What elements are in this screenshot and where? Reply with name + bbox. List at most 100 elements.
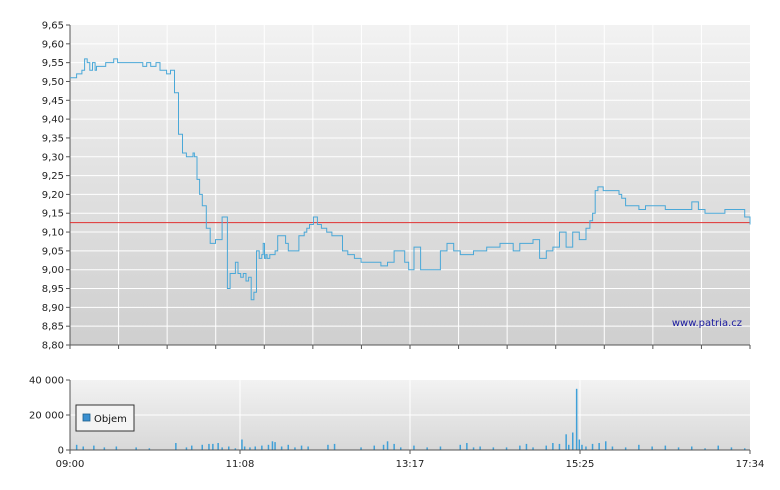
volume-bar: [624, 447, 627, 450]
legend-box: [75, 404, 135, 432]
volume-bar: [93, 445, 95, 450]
volume-x-axis: 09:00 11:08 13:17 15:25 17:34: [56, 450, 765, 470]
volume-bar: [249, 447, 251, 450]
volume-bar: [300, 445, 303, 450]
volume-bar: [581, 444, 583, 451]
volume-bar: [545, 445, 547, 450]
price-panel: 9,65 9,60 9,55 9,50 9,45 9,40 9,35 9,30 9,25 9,20…: [42, 21, 751, 352]
volume-bar: [271, 441, 274, 451]
volume-bar: [472, 447, 475, 450]
volume-bar: [333, 443, 336, 450]
volume-bar: [525, 443, 528, 450]
price-y-tick-label: 9,65: [42, 21, 64, 32]
volume-bar: [307, 446, 309, 450]
volume-bar: [558, 443, 561, 450]
x-tick-label: 13:17: [396, 459, 425, 470]
price-y-tick-label: 8,80: [42, 341, 64, 352]
price-y-tick-label: 9,35: [42, 133, 64, 144]
volume-bar: [568, 444, 570, 451]
volume-bar: [575, 388, 578, 451]
volume-bar: [439, 446, 442, 450]
price-y-tick-label: 9,00: [42, 265, 64, 276]
volume-bar: [519, 445, 521, 450]
volume-bar: [185, 447, 188, 450]
volume-bar: [212, 443, 214, 450]
volume-bar: [373, 445, 375, 450]
price-y-tick-label: 9,20: [42, 190, 64, 201]
volume-bar: [479, 446, 481, 450]
volume-bar: [664, 445, 667, 450]
x-tick-label: 17:34: [736, 459, 765, 470]
volume-bar: [115, 446, 118, 450]
volume-bar: [243, 446, 246, 450]
price-y-tick-label: 9,05: [42, 246, 64, 257]
volume-bar: [208, 443, 210, 450]
volume-bar: [103, 447, 106, 450]
volume-bar: [591, 443, 594, 450]
volume-bar: [234, 448, 237, 451]
volume-bar: [677, 447, 680, 450]
volume-bar: [744, 448, 746, 451]
volume-bar: [565, 434, 567, 451]
price-y-tick-label: 9,10: [42, 228, 64, 239]
price-x-tickmarks: [69, 345, 751, 349]
price-y-tick-label: 9,25: [42, 171, 64, 182]
volume-bar: [261, 445, 263, 450]
volume-bar: [651, 446, 653, 450]
x-tick-label: 15:25: [566, 459, 595, 470]
legend-swatch: [82, 413, 91, 422]
volume-bar: [598, 443, 600, 450]
volume-bar: [426, 447, 428, 450]
volume-y-tick-label: 40 000: [29, 376, 64, 387]
volume-bar: [82, 446, 84, 450]
price-y-tick-label: 9,50: [42, 77, 64, 88]
volume-gridlines: [70, 380, 750, 450]
volume-bar: [413, 445, 415, 450]
volume-bar: [191, 445, 193, 450]
volume-bar: [459, 444, 461, 451]
volume-bar: [274, 442, 276, 450]
price-y-tick-label: 9,40: [42, 115, 64, 126]
volume-bar: [585, 446, 587, 450]
watermark: www.patria.cz: [672, 318, 742, 329]
volume-bar: [217, 443, 219, 450]
volume-bar: [75, 444, 78, 451]
volume-bar: [280, 446, 283, 450]
price-y-axis: 9,65 9,60 9,55 9,50 9,45 9,40 9,35 9,30 9,25 9,20…: [42, 21, 70, 352]
volume-bar: [135, 447, 137, 450]
price-y-tick-label: 8,90: [42, 303, 64, 314]
price-y-tick-label: 9,55: [42, 58, 64, 69]
volume-bar: [287, 444, 289, 451]
x-tick-label: 09:00: [56, 459, 85, 470]
price-gridlines: [70, 25, 750, 345]
price-y-tick-label: 8,85: [42, 322, 64, 333]
volume-bar: [148, 448, 151, 451]
volume-bar: [638, 444, 640, 451]
volume-bar: [552, 443, 554, 450]
volume-bar: [717, 445, 719, 450]
volume-bar: [466, 443, 468, 450]
price-y-tick-label: 9,15: [42, 209, 64, 220]
volume-bar: [221, 447, 223, 450]
legend-label: Objem: [94, 414, 127, 425]
price-y-tick-label: 9,60: [42, 39, 64, 50]
volume-bar: [532, 447, 534, 450]
volume-bar: [505, 447, 508, 450]
volume-bar: [201, 444, 203, 451]
price-series-line: [70, 58, 751, 301]
volume-bar: [386, 441, 389, 451]
volume-bar: [400, 447, 402, 450]
price-y-tick-label: 9,30: [42, 152, 64, 163]
volume-bar: [572, 432, 574, 450]
price-y-tick-label: 9,45: [42, 96, 64, 107]
volume-bar: [175, 443, 177, 450]
volume-bar: [578, 439, 581, 450]
price-y-tick-label: 8,95: [42, 284, 64, 295]
volume-bar: [393, 443, 395, 450]
volume-bars: [75, 388, 746, 451]
volume-bar: [605, 441, 607, 451]
volume-bar: [704, 448, 706, 451]
volume-y-tick-label: 0: [58, 446, 64, 457]
